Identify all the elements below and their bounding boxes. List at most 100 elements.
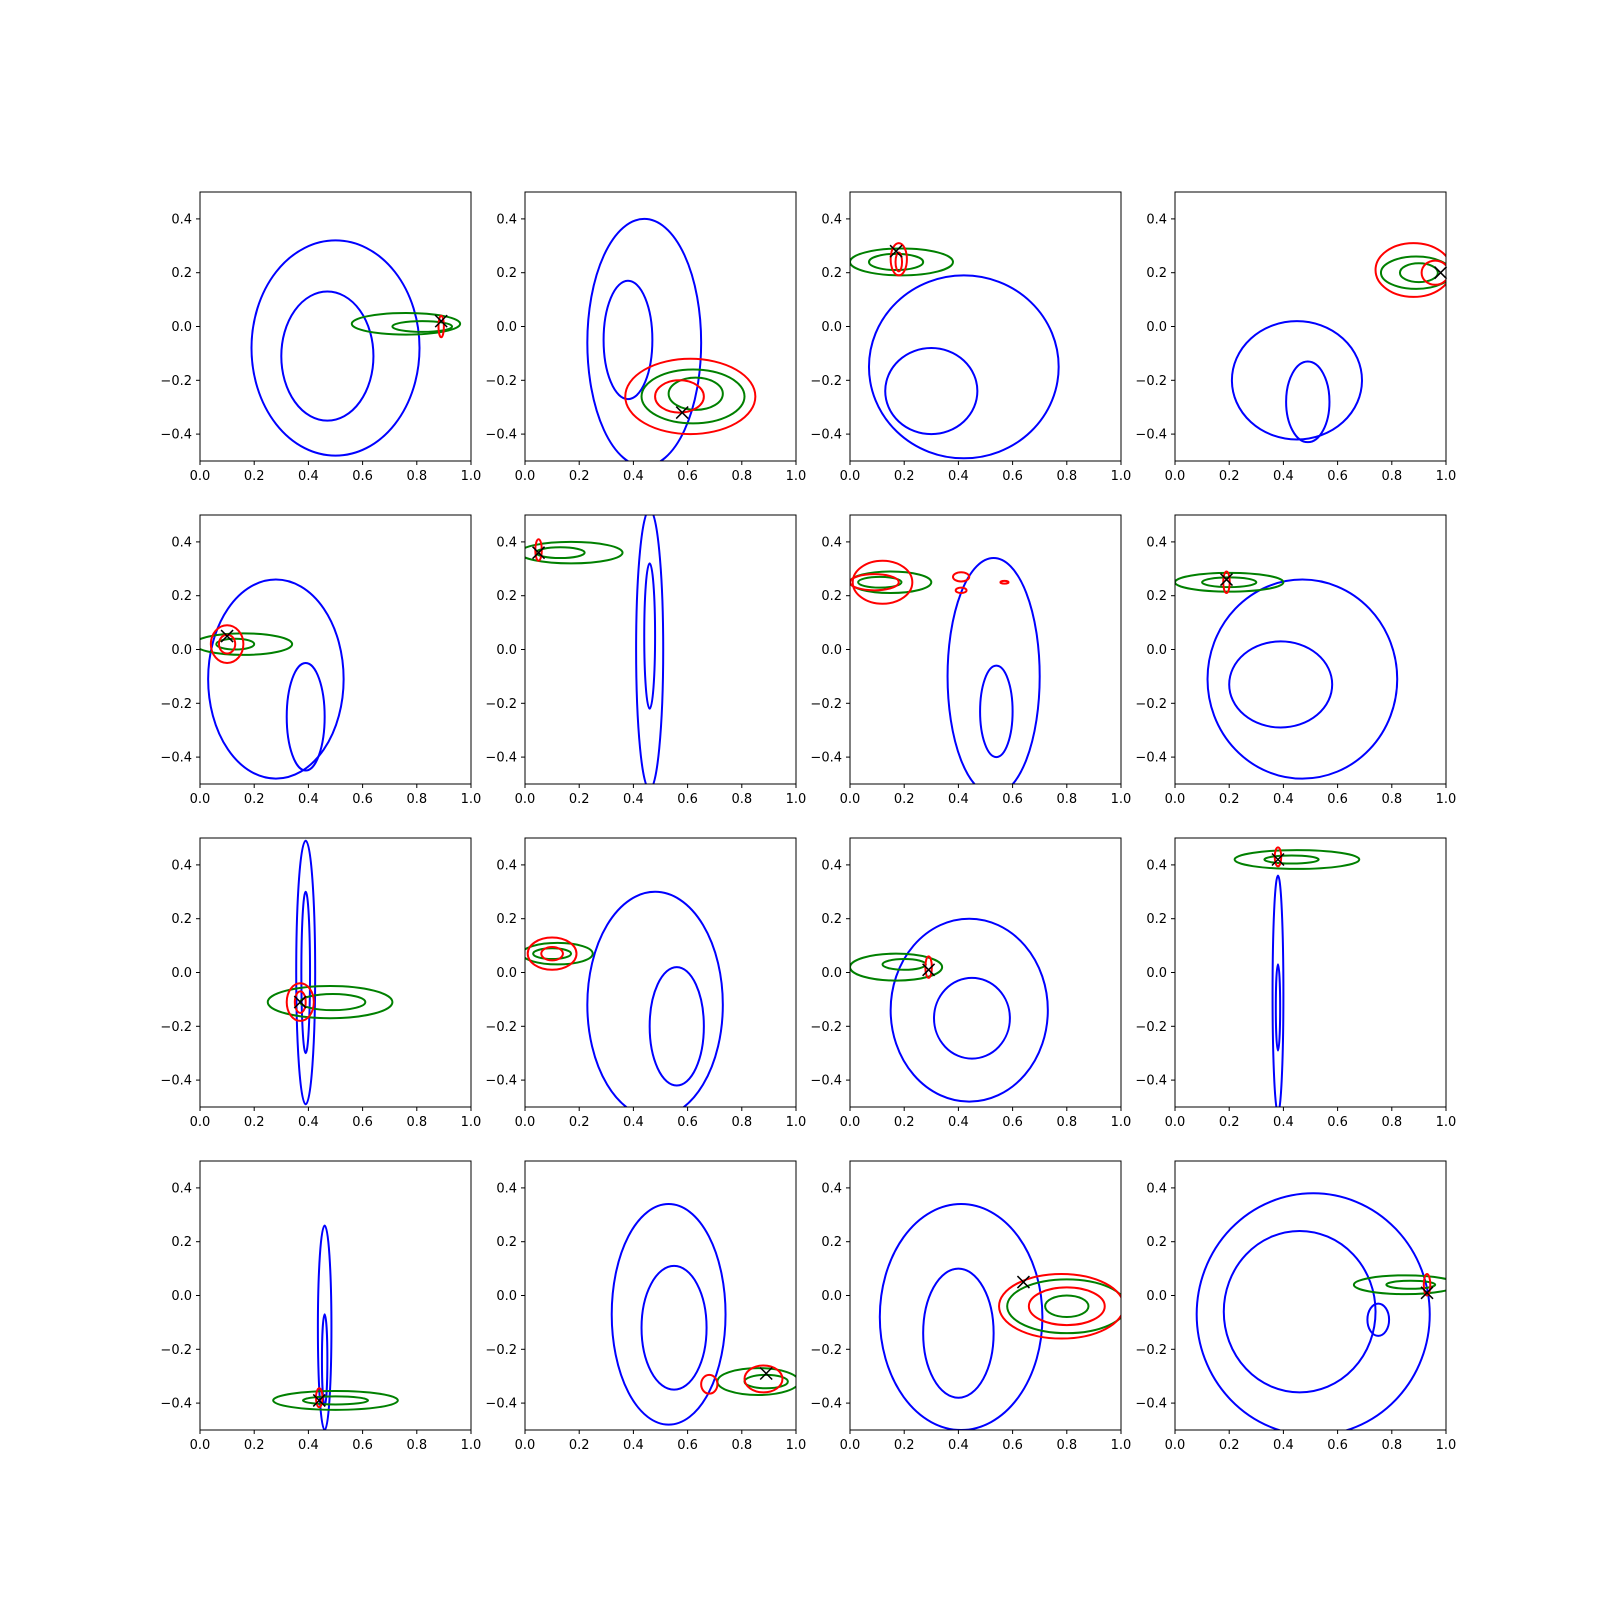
y-tick-label: −0.2: [810, 374, 842, 389]
x-tick-label: 1.0: [1111, 792, 1132, 807]
green-contour: [1385, 1279, 1437, 1290]
x-tick-label: 0.2: [1219, 469, 1240, 484]
green-contour: [272, 1389, 399, 1411]
subplot-7: 0.0 0.2 0.4 0.6 0.8 1.0 −0.4 −0.2 0.0 0.2 0.4: [810, 514, 1132, 807]
y-tick-label: 0.0: [496, 966, 517, 981]
red-contour: [437, 314, 445, 339]
y-tick-label: 0.2: [496, 589, 517, 604]
x-tick-label: 0.8: [406, 792, 427, 807]
x-tick-label: 0.4: [623, 469, 644, 484]
x-marker: [889, 244, 903, 258]
blue-contour: [933, 976, 1011, 1060]
y-tick-label: 0.0: [821, 1289, 842, 1304]
green-contour: [1006, 1278, 1121, 1335]
red-contour: [654, 379, 705, 414]
x-tick-label: 1.0: [786, 1438, 807, 1453]
x-tick-label: 0.6: [1002, 469, 1023, 484]
y-tick-label: −0.2: [485, 1020, 517, 1035]
y-tick-label: 0.0: [171, 643, 192, 658]
blue-contour: [1195, 1192, 1431, 1430]
plot-area: [610, 1203, 796, 1426]
x-marker: [922, 963, 936, 977]
y-tick-label: 0.4: [171, 212, 192, 227]
blue-contour: [300, 890, 312, 1055]
plot-area: [586, 217, 757, 461]
x-marker: [759, 1366, 773, 1381]
x-tick-label: 0.2: [569, 792, 590, 807]
x-tick-label: 0.2: [244, 792, 265, 807]
x-tick-label: 0.4: [298, 1115, 319, 1130]
y-tick-label: 0.0: [821, 320, 842, 335]
x-tick-label: 0.8: [1056, 1115, 1077, 1130]
red-contour: [526, 936, 578, 971]
x-tick-label: 0.0: [1165, 469, 1186, 484]
y-tick-label: 0.2: [496, 912, 517, 927]
red-contour: [217, 633, 237, 655]
y-tick-label: −0.2: [160, 1020, 192, 1035]
red-contour: [743, 1364, 784, 1394]
red-contour: [894, 251, 904, 273]
y-tick-label: 0.2: [821, 912, 842, 927]
x-tick-label: 0.0: [840, 792, 861, 807]
blue-contour: [979, 664, 1014, 759]
x-tick-label: 0.2: [894, 1438, 915, 1453]
blue-contour: [1222, 1229, 1377, 1394]
x-tick-label: 0.2: [244, 469, 265, 484]
red-contour: [850, 573, 900, 592]
y-tick-label: 0.0: [1146, 966, 1167, 981]
plot-area: [1195, 1192, 1446, 1430]
red-contour: [293, 990, 307, 1014]
x-tick-label: 0.4: [623, 792, 644, 807]
subplot-2: 0.0 0.2 0.4 0.6 0.8 1.0 −0.4 −0.2 0.0 0.2 0.4: [485, 191, 806, 484]
axes-frame: [524, 191, 797, 462]
red-contour: [209, 624, 245, 664]
x-tick-label: 0.2: [894, 792, 915, 807]
y-tick-label: 0.4: [171, 1181, 192, 1196]
y-tick-label: −0.4: [1135, 428, 1167, 443]
green-contour: [1233, 849, 1361, 870]
y-tick-label: 0.4: [821, 212, 842, 227]
x-tick-label: 0.2: [569, 1438, 590, 1453]
x-tick-label: 0.0: [190, 1438, 211, 1453]
x-tick-label: 0.8: [731, 1438, 752, 1453]
x-tick-label: 0.0: [515, 469, 536, 484]
x-tick-label: 1.0: [1436, 1115, 1457, 1130]
x-tick-label: 0.0: [515, 1438, 536, 1453]
y-tick-label: −0.4: [810, 1074, 842, 1089]
x-tick-label: 0.8: [731, 792, 752, 807]
y-tick-label: 0.4: [496, 1181, 517, 1196]
x-tick-label: 1.0: [786, 1115, 807, 1130]
blue-contour: [285, 661, 326, 772]
plot-area: [1175, 570, 1399, 780]
x-tick-label: 0.6: [352, 469, 373, 484]
y-tick-label: 0.4: [496, 212, 517, 227]
subplot-13: 0.0 0.2 0.4 0.6 0.8 1.0 −0.4 −0.2 0.0 0.2 0.4: [160, 1160, 481, 1453]
x-tick-label: 1.0: [461, 469, 482, 484]
blue-contour: [207, 578, 345, 780]
axes-frame: [524, 1160, 797, 1431]
y-tick-label: −0.4: [160, 751, 192, 766]
y-tick-label: −0.4: [485, 1397, 517, 1412]
green-contour: [1352, 1274, 1446, 1296]
plot-area: [250, 239, 462, 457]
blue-contour: [610, 1203, 727, 1426]
y-tick-label: 0.0: [171, 1289, 192, 1304]
x-tick-label: 0.6: [677, 469, 698, 484]
red-contour: [700, 1373, 719, 1395]
blue-contour: [884, 347, 979, 436]
x-tick-label: 1.0: [1111, 469, 1132, 484]
blue-contour: [295, 839, 317, 1106]
x-tick-label: 0.8: [406, 469, 427, 484]
x-tick-label: 0.8: [1381, 1115, 1402, 1130]
subplot-12: 0.0 0.2 0.4 0.6 0.8 1.0 −0.4 −0.2 0.0 0.2 0.4: [1135, 837, 1457, 1130]
subplot-3: 0.0 0.2 0.4 0.6 0.8 1.0 −0.4 −0.2 0.0 0.2 0.4: [810, 191, 1132, 484]
red-contour: [951, 571, 971, 583]
x-tick-label: 0.4: [948, 1438, 969, 1453]
blue-contour: [1206, 578, 1399, 780]
x-tick-label: 0.2: [1219, 792, 1240, 807]
blue-contour: [889, 917, 1049, 1103]
x-tick-label: 1.0: [1436, 469, 1457, 484]
blue-contour: [1274, 963, 1282, 1052]
plot-area: [878, 1203, 1121, 1430]
red-contour: [889, 242, 908, 277]
